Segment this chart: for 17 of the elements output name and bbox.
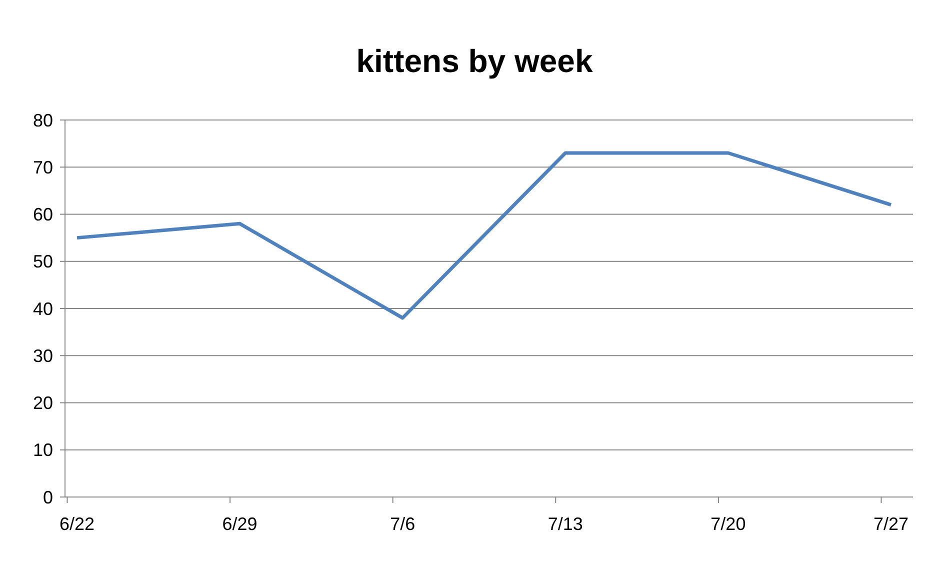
x-tick-label: 6/29 [222,514,258,534]
chart-title: kittens by week [356,43,593,79]
y-tick-label: 80 [32,110,53,130]
x-tick-label: 6/22 [59,514,95,534]
x-tick-label: 7/20 [710,514,746,534]
y-tick-label: 40 [32,298,53,319]
y-tick-label: 60 [32,204,53,225]
y-tick-label: 30 [32,346,53,366]
x-tick-label: 7/27 [873,514,909,534]
line-series [75,151,893,320]
x-tick-label: 7/13 [548,514,583,534]
y-tick-label: 0 [42,487,53,508]
y-tick-label: 20 [32,393,53,414]
y-tick-label: 50 [32,252,53,272]
x-tick-label: 7/6 [390,514,416,534]
y-tick-label: 10 [32,440,53,460]
y-tick-label: 70 [32,157,53,178]
